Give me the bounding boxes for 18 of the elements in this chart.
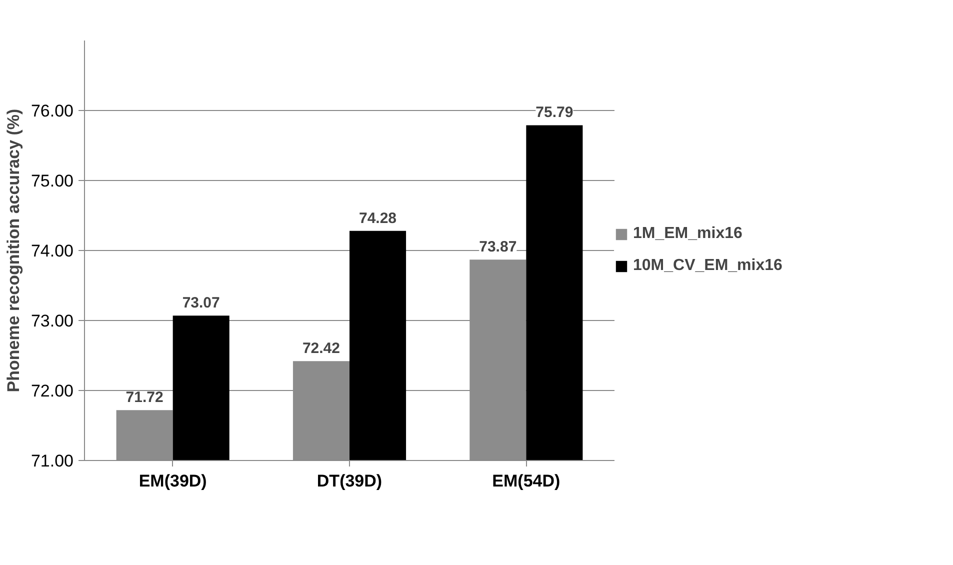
data-label: 73.07	[182, 294, 220, 312]
y-tick-label: 73.00	[30, 312, 74, 330]
legend-label: 1M_EM_mix16	[633, 225, 742, 243]
y-tick-label: 75.00	[30, 172, 74, 190]
legend-label: 10M_CV_EM_mix16	[633, 257, 782, 275]
data-label: 75.79	[536, 104, 574, 122]
y-axis-title: Phoneme recognition accuracy (%)	[4, 108, 23, 392]
y-tick-label: 72.00	[30, 382, 74, 400]
y-tick-label: 76.00	[30, 102, 74, 120]
data-label: 72.42	[302, 340, 340, 358]
x-tick-label: EM(39D)	[138, 472, 207, 490]
y-tick-label: 71.00	[30, 452, 74, 470]
x-tick-label: EM(54D)	[492, 472, 560, 490]
y-tick-label: 74.00	[30, 242, 74, 260]
data-label: 73.87	[479, 238, 517, 256]
data-label: 74.28	[359, 210, 397, 227]
data-label: 71.72	[126, 389, 164, 406]
x-tick-label: DT(39D)	[316, 472, 382, 490]
